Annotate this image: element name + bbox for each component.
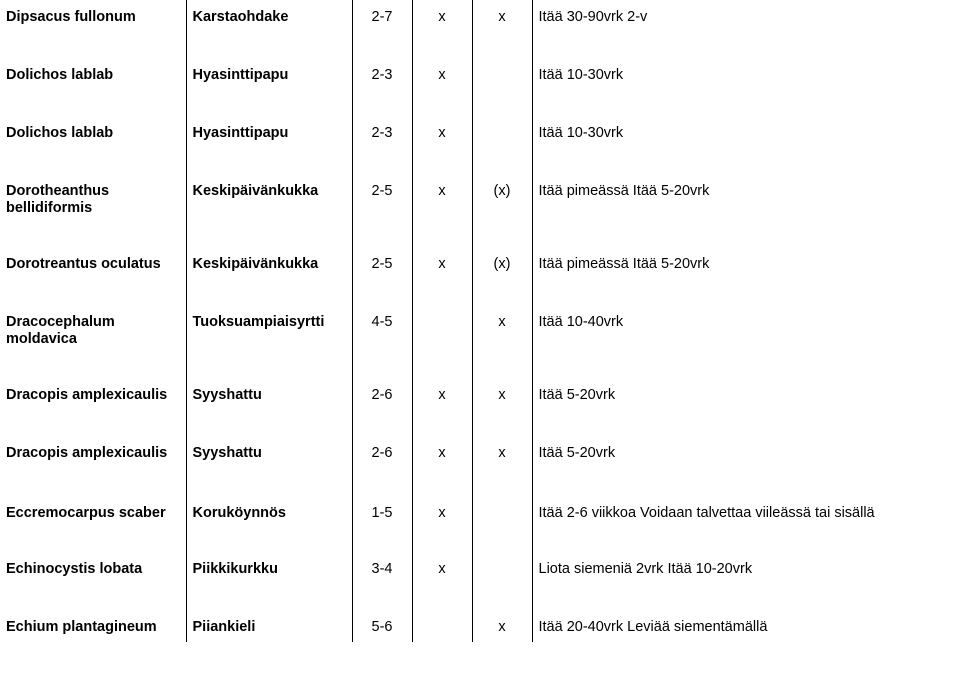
common-name: Syyshattu [186,442,352,468]
col-3: 2-6 [352,384,412,410]
table-row: Dipsacus fullonum Karstaohdake 2-7 x x I… [0,6,960,32]
table-row: Dorotreantus oculatus Keskipäivänkukka 2… [0,253,960,279]
common-name: Keskipäivänkukka [186,180,352,221]
col-5: x [472,616,532,642]
latin-name: Dorotheanthus bellidiformis [0,180,186,221]
col-4: x [412,6,472,32]
col-5 [472,500,532,526]
page: Dipsacus fullonum Karstaohdake 2-7 x x I… [0,0,960,685]
common-name: Syyshattu [186,384,352,410]
latin-name: Eccremocarpus scaber [0,500,186,526]
col-3: 1-5 [352,500,412,526]
table-row: Echium plantagineum Piiankieli 5-6 x Itä… [0,616,960,642]
notes: Itää 10-40vrk [532,311,960,352]
col-4: x [412,180,472,221]
col-3: 4-5 [352,311,412,352]
col-3: 3-4 [352,558,412,584]
col-3: 5-6 [352,616,412,642]
latin-name: Dracopis amplexicaulis [0,384,186,410]
col-5: (x) [472,180,532,221]
notes: Itää 5-20vrk [532,442,960,468]
table-row: Dracopis amplexicaulis Syyshattu 2-6 x x… [0,442,960,468]
table-row: Eccremocarpus scaber Koruköynnös 1-5 x I… [0,500,960,526]
common-name: Tuoksuampiaisyrtti [186,311,352,352]
col-5: (x) [472,253,532,279]
col-3: 2-5 [352,180,412,221]
table-row: Dolichos lablab Hyasinttipapu 2-3 x Itää… [0,122,960,148]
latin-name: Dolichos lablab [0,64,186,90]
col-5 [472,122,532,148]
common-name: Karstaohdake [186,6,352,32]
table-row: Dracopis amplexicaulis Syyshattu 2-6 x x… [0,384,960,410]
common-name: Hyasinttipapu [186,64,352,90]
common-name: Keskipäivänkukka [186,253,352,279]
col-4: x [412,384,472,410]
col-5: x [472,311,532,352]
latin-name: Dipsacus fullonum [0,6,186,32]
common-name: Koruköynnös [186,500,352,526]
col-4 [412,311,472,352]
latin-name: Echium plantagineum [0,616,186,642]
notes: Itää 5-20vrk [532,384,960,410]
col-5: x [472,384,532,410]
latin-name: Echinocystis lobata [0,558,186,584]
table-row: Echinocystis lobata Piikkikurkku 3-4 x L… [0,558,960,584]
latin-name: Dracopis amplexicaulis [0,442,186,468]
col-4 [412,616,472,642]
table-row: Dolichos lablab Hyasinttipapu 2-3 x Itää… [0,64,960,90]
latin-name: Dorotreantus oculatus [0,253,186,279]
table-row: Dracocephalum moldavica Tuoksuampiaisyrt… [0,311,960,352]
latin-name: Dracocephalum moldavica [0,311,186,352]
table-row: Dorotheanthus bellidiformis Keskipäivänk… [0,180,960,221]
latin-name: Dolichos lablab [0,122,186,148]
common-name: Piiankieli [186,616,352,642]
notes: Itää pimeässä Itää 5-20vrk [532,180,960,221]
notes: Itää 2-6 viikkoa Voidaan talvettaa viile… [532,500,960,526]
notes: Itää 10-30vrk [532,122,960,148]
col-3: 2-5 [352,253,412,279]
notes: Itää 20-40vrk Leviää siementämällä [532,616,960,642]
col-5 [472,558,532,584]
col-4: x [412,500,472,526]
notes: Itää 10-30vrk [532,64,960,90]
plant-table: Dipsacus fullonum Karstaohdake 2-7 x x I… [0,0,960,642]
col-5: x [472,6,532,32]
col-4: x [412,122,472,148]
col-5 [472,64,532,90]
col-4: x [412,442,472,468]
col-4: x [412,253,472,279]
col-3: 2-7 [352,6,412,32]
col-3: 2-3 [352,64,412,90]
common-name: Piikkikurkku [186,558,352,584]
col-4: x [412,558,472,584]
col-3: 2-6 [352,442,412,468]
notes: Liota siemeniä 2vrk Itää 10-20vrk [532,558,960,584]
notes: Itää 30-90vrk 2-v [532,6,960,32]
col-4: x [412,64,472,90]
col-5: x [472,442,532,468]
common-name: Hyasinttipapu [186,122,352,148]
notes: Itää pimeässä Itää 5-20vrk [532,253,960,279]
col-3: 2-3 [352,122,412,148]
